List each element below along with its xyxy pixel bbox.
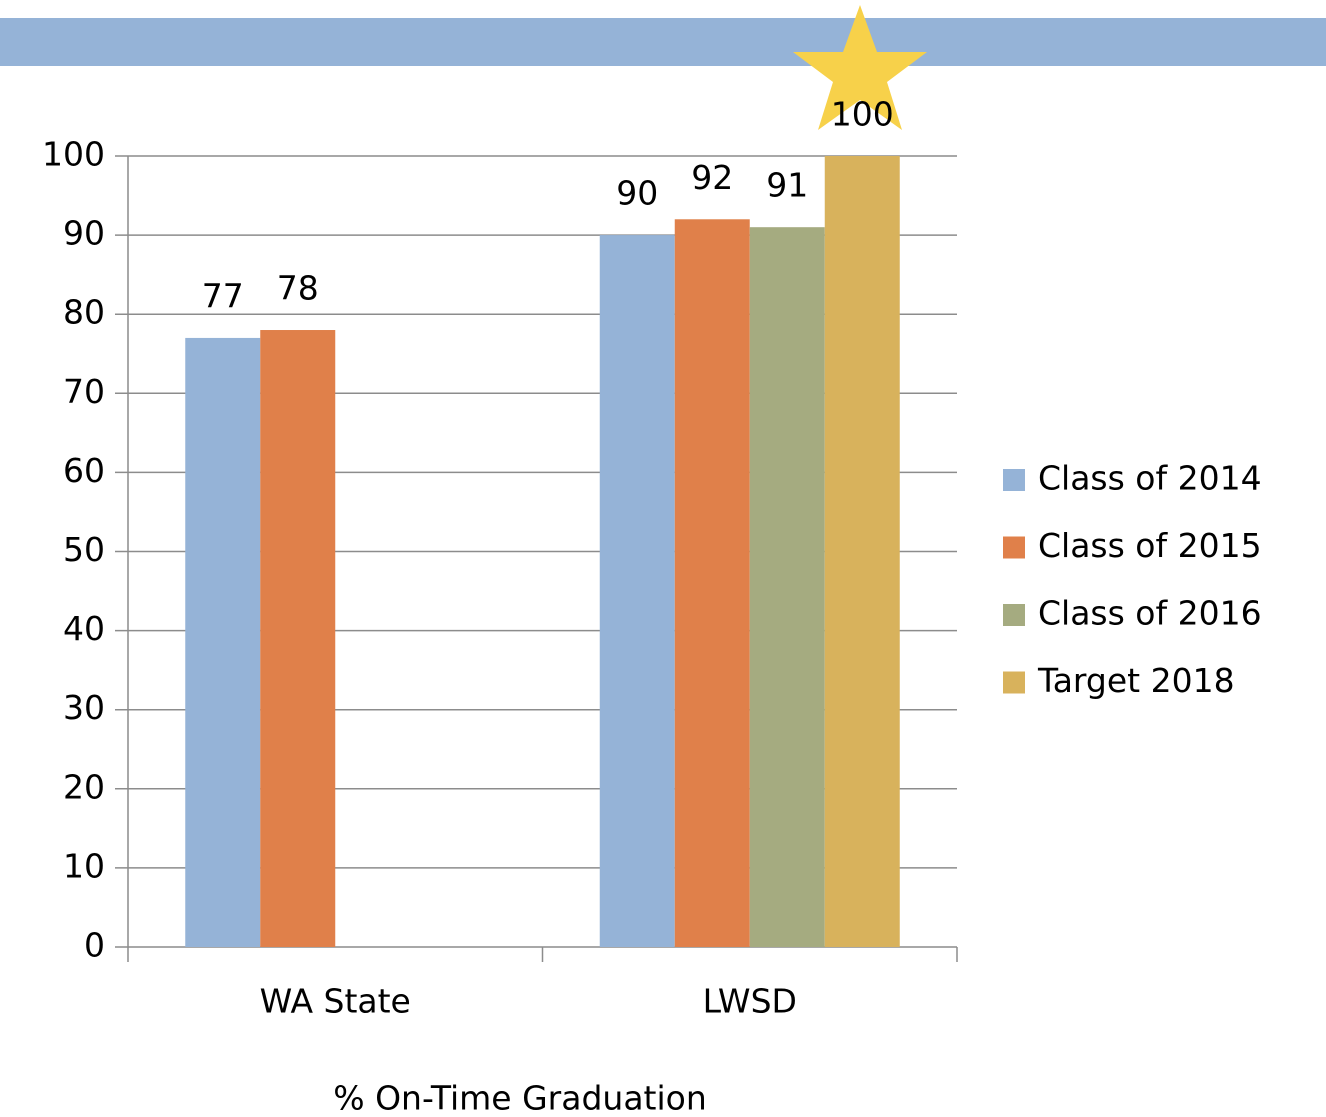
y-tick-label: 50 bbox=[63, 530, 105, 569]
bar bbox=[674, 219, 750, 947]
y-tick-label: 30 bbox=[63, 688, 105, 727]
data-label: 100 bbox=[831, 95, 894, 134]
y-tick-label: 20 bbox=[63, 767, 105, 806]
plot: 0 10 20 30 40 50 60 70 80 90 100 WA State 77 78 LWSD 90… bbox=[42, 95, 1262, 1021]
data-label: 92 bbox=[691, 158, 733, 197]
y-tick-label: 80 bbox=[63, 293, 105, 332]
x-tick-label: WA State bbox=[260, 982, 411, 1021]
y-tick-label: 60 bbox=[63, 451, 105, 490]
data-label: 77 bbox=[202, 276, 244, 315]
bar bbox=[749, 227, 825, 947]
legend-label: Target 2018 bbox=[1037, 661, 1235, 700]
data-label: 90 bbox=[616, 174, 658, 213]
legend-swatch bbox=[1003, 604, 1025, 626]
x-axis-title: % On-Time Graduation bbox=[333, 1079, 707, 1117]
y-tick-label: 10 bbox=[63, 846, 105, 885]
y-tick-label: 100 bbox=[42, 135, 105, 174]
bar bbox=[185, 337, 261, 947]
x-tick-label: LWSD bbox=[703, 982, 797, 1021]
data-label: 78 bbox=[277, 269, 319, 308]
bar bbox=[599, 235, 675, 948]
legend-swatch bbox=[1003, 671, 1025, 694]
legend-label: Class of 2015 bbox=[1038, 526, 1262, 565]
y-tick-label: 70 bbox=[63, 372, 105, 411]
data-label: 91 bbox=[766, 166, 808, 205]
y-tick-label: 0 bbox=[84, 926, 105, 965]
header-band bbox=[0, 18, 1326, 66]
legend-label: Class of 2016 bbox=[1038, 594, 1262, 633]
y-tick-label: 90 bbox=[63, 214, 105, 253]
bar bbox=[824, 156, 900, 947]
bar bbox=[260, 330, 336, 947]
star bbox=[793, 5, 927, 130]
legend-label: Class of 2014 bbox=[1038, 459, 1262, 498]
y-tick-label: 40 bbox=[63, 609, 105, 648]
legend-swatch bbox=[1003, 536, 1025, 559]
legend-swatch bbox=[1003, 469, 1025, 491]
